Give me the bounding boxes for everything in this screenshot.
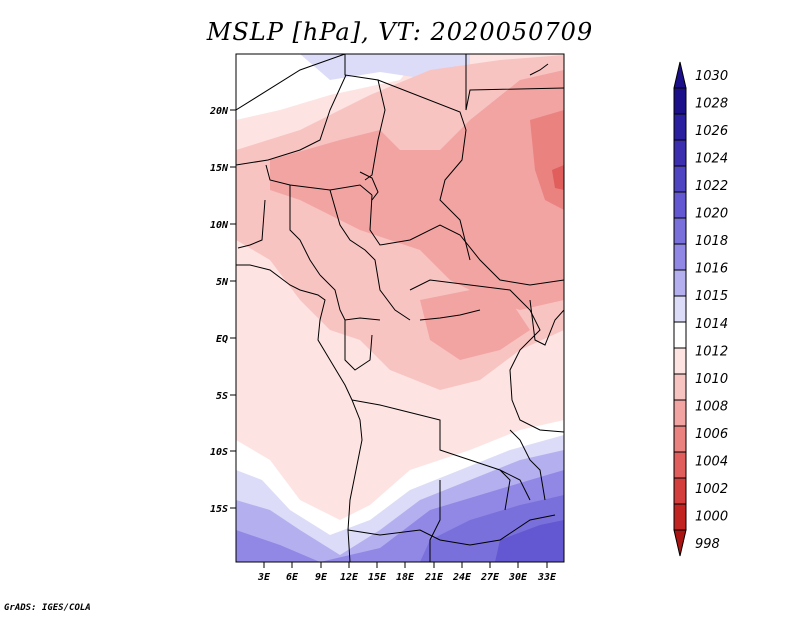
grads-credit: GrADS: IGES/COLA <box>4 603 91 613</box>
lon-label-18e: 18E <box>396 572 415 583</box>
colorbar-segment <box>673 139 687 167</box>
colorbar-bottom-cap <box>673 529 687 557</box>
lon-label-24e: 24E <box>452 572 472 583</box>
colorbar-label: 1006 <box>695 427 728 442</box>
colorbar-label: 1008 <box>695 399 728 414</box>
colorbar-segment <box>673 87 687 115</box>
lon-label-3e: 3E <box>257 572 271 583</box>
lat-label-eq: EQ <box>216 334 228 345</box>
colorbar-label: 1002 <box>695 482 728 497</box>
country-borders <box>236 54 564 562</box>
lon-label-9e: 9E <box>315 572 328 583</box>
colorbar-label: 1012 <box>695 344 728 359</box>
lat-label-10n: 10N <box>210 220 229 231</box>
colorbar-label: 1014 <box>695 317 728 332</box>
lon-label-33e: 33E <box>537 572 557 583</box>
latitude-axis <box>230 109 236 509</box>
lat-label-20n: 20N <box>209 106 229 117</box>
colorbar-segment <box>673 347 687 375</box>
longitude-axis <box>263 562 548 568</box>
lon-label-15e: 15E <box>368 572 387 583</box>
colorbar-label: 1030 <box>695 69 728 84</box>
colorbar-segment <box>673 191 687 219</box>
colorbar-segment <box>673 373 687 401</box>
colorbar-label: 1022 <box>695 179 728 194</box>
colorbar-label: 1010 <box>695 372 728 387</box>
colorbar-segment <box>673 295 687 323</box>
colorbar-label: 1024 <box>695 152 728 167</box>
colorbar-label: 1016 <box>695 262 728 277</box>
lon-label-30e: 30E <box>508 572 528 583</box>
colorbar-label: 1026 <box>695 124 728 139</box>
colorbar-segment <box>673 503 687 531</box>
colorbar-label: 998 <box>695 537 720 552</box>
map-frame <box>235 53 565 563</box>
colorbar-segment <box>673 243 687 271</box>
colorbar-segment <box>673 113 687 141</box>
colorbar-label: 1020 <box>695 207 728 222</box>
lon-label-21e: 21E <box>424 572 444 583</box>
lat-label-5s: 5S <box>216 391 228 402</box>
lon-label-6e: 6E <box>286 572 299 583</box>
colorbar-segment <box>673 477 687 505</box>
map-title: MSLP [hPa], VT: 2020050709 <box>206 18 594 46</box>
colorbar <box>673 61 687 557</box>
colorbar-label: 1004 <box>695 454 728 469</box>
colorbar-segment <box>673 217 687 245</box>
lat-label-15s: 15S <box>210 504 228 515</box>
colorbar-segment <box>673 451 687 479</box>
lon-label-12e: 12E <box>340 572 359 583</box>
colorbar-top-cap <box>673 61 687 89</box>
colorbar-segment <box>673 269 687 297</box>
pressure-field <box>236 54 564 562</box>
lat-label-15n: 15N <box>210 163 229 174</box>
colorbar-label: 1000 <box>695 509 728 524</box>
lat-label-10s: 10S <box>210 447 228 458</box>
colorbar-segment <box>673 321 687 349</box>
colorbar-label: 1018 <box>695 234 728 249</box>
colorbar-segment <box>673 425 687 453</box>
colorbar-segment <box>673 399 687 427</box>
colorbar-label: 1028 <box>695 97 728 112</box>
lat-label-5n: 5N <box>216 277 229 288</box>
colorbar-segment <box>673 165 687 193</box>
lon-label-27e: 27E <box>480 572 500 583</box>
colorbar-label: 1015 <box>695 289 728 304</box>
